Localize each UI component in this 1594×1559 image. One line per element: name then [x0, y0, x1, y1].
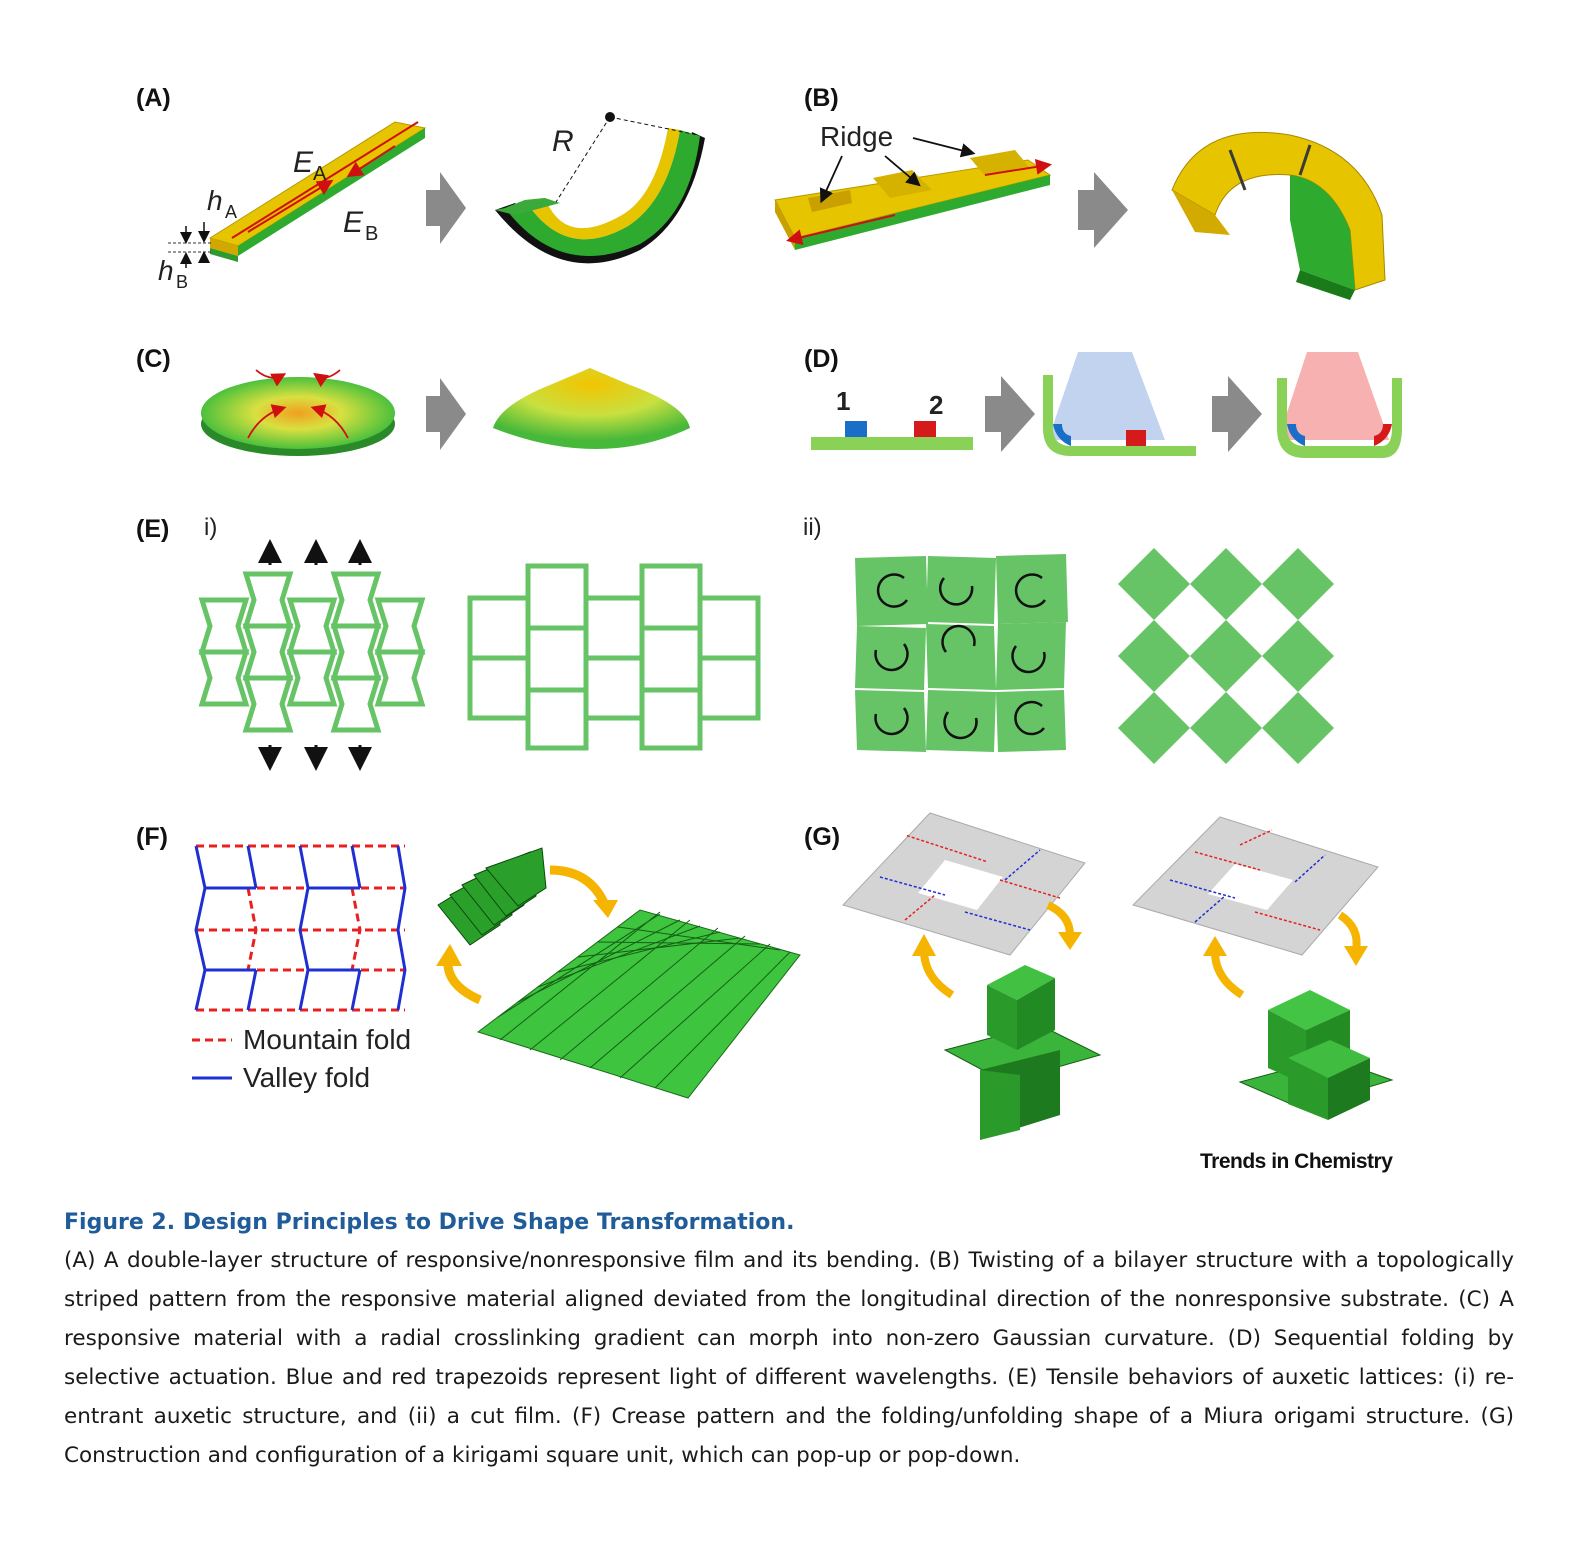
reentrant-lattice [198, 571, 426, 733]
gradient-disc [201, 369, 395, 456]
popdown-arrow-head-left [912, 934, 936, 956]
twisted-bilayer [1171, 131, 1386, 300]
panel-label-c: (C) [136, 345, 171, 373]
figure-caption: Figure 2. Design Principles to Drive Sha… [64, 1210, 1514, 1475]
thickness-a-subscript: A [225, 202, 237, 222]
fold-legend: Mountain fold Valley fold [192, 1024, 411, 1093]
legend-mountain-label: Mountain fold [243, 1024, 411, 1055]
kirigami-sheet-1 [842, 812, 1086, 956]
hinge-2-label: 2 [929, 390, 943, 420]
modulus-b-label: E [343, 206, 364, 239]
popup-arrow-right [1337, 911, 1361, 951]
bilayer-labels: E A E B h A h B [158, 146, 378, 292]
gray-arrow-a [426, 172, 466, 244]
cone-shape [493, 368, 690, 449]
gray-arrow-c [426, 378, 466, 450]
first-fold [1043, 352, 1196, 456]
ridged-strip [774, 150, 1052, 250]
modulus-b-subscript: B [365, 223, 378, 245]
gray-arrow-d2 [1212, 376, 1262, 452]
caption-title: Figure 2. Design Principles to Drive Sha… [64, 1210, 795, 1235]
sub-label-ii: ii) [803, 514, 822, 541]
ridge-pointers [819, 137, 976, 204]
folded-miura [437, 847, 547, 946]
panel-label-a: (A) [136, 84, 171, 112]
bilayer-strip [208, 121, 427, 262]
panel-label-f: (F) [136, 823, 168, 851]
journal-logo: Trends in Chemistry [1200, 1150, 1393, 1173]
popup-arrow-head-left [1203, 936, 1227, 956]
fold-arrow-up [549, 865, 610, 907]
miura-crease-pattern [194, 844, 407, 1012]
rotating-squares [855, 554, 1068, 752]
ridge-label: Ridge [820, 121, 893, 152]
popup-cube [1238, 990, 1394, 1120]
bent-bilayer [495, 128, 705, 264]
flat-sheet: 1 2 [811, 386, 973, 450]
sub-label-i: i) [204, 514, 217, 541]
radius-annotation: R [552, 112, 699, 203]
legend-valley-label: Valley fold [243, 1062, 370, 1093]
popdown-arrow-right [1046, 901, 1074, 936]
figure-illustration: (A) E A E B h A h B R (B) [136, 84, 1402, 1173]
thickness-b-label: h [158, 255, 174, 286]
panel-label-b: (B) [804, 84, 839, 112]
kirigami-sheet-2 [1132, 816, 1379, 956]
second-fold [1277, 352, 1402, 458]
gray-arrow-b [1078, 172, 1128, 248]
tension-arrows [258, 539, 372, 771]
caption-body: (A) A double-layer structure of responsi… [64, 1248, 1514, 1468]
popup-arrow-head-right [1344, 946, 1368, 966]
popdown-cube [943, 965, 1102, 1140]
modulus-a-label: E [293, 146, 314, 179]
gray-arrow-d1 [985, 376, 1035, 452]
panel-label-e: (E) [136, 515, 169, 543]
radius-label: R [552, 125, 574, 158]
thickness-a-label: h [207, 185, 223, 216]
panel-label-d: (D) [804, 345, 839, 373]
fold-arrow-head-down [436, 944, 462, 966]
stretched-lattice [467, 563, 761, 751]
popdown-arrow-left [920, 951, 955, 999]
expanded-squares [1118, 548, 1334, 764]
modulus-a-subscript: A [313, 163, 327, 185]
fold-arrow-head-up [593, 900, 618, 918]
panel-label-g: (G) [804, 823, 840, 851]
thickness-b-subscript: B [176, 272, 188, 292]
popdown-arrow-head-right [1058, 932, 1082, 950]
hinge-1-label: 1 [836, 386, 850, 416]
unfolded-miura [476, 909, 801, 1099]
popup-arrow-left [1211, 951, 1245, 999]
